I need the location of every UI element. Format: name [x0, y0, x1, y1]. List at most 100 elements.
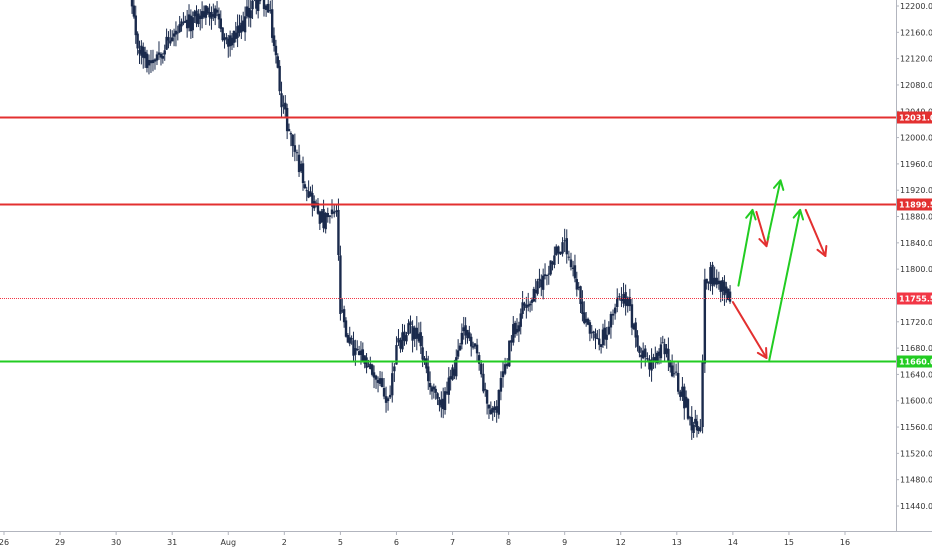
candle-body — [403, 331, 406, 341]
candle-body — [470, 336, 473, 347]
candle-body — [485, 390, 489, 404]
candle-body — [210, 11, 213, 19]
candle-body — [307, 191, 310, 198]
candle-body — [455, 357, 458, 377]
arrow-shaft[interactable] — [731, 301, 768, 359]
candle-body — [581, 301, 584, 314]
candle-body — [605, 334, 608, 340]
candle-body — [577, 286, 580, 289]
candle-body — [460, 332, 464, 345]
arrow-head — [745, 208, 757, 221]
candle-body — [293, 145, 297, 152]
candle-body — [663, 343, 666, 355]
candle-body — [311, 192, 314, 207]
candle-body — [225, 37, 228, 40]
candle-body — [417, 333, 421, 342]
candle-body — [508, 340, 511, 367]
candle-body — [726, 288, 730, 300]
candle-body — [697, 428, 700, 431]
candle-body — [594, 333, 597, 339]
candle-body — [451, 367, 454, 380]
candle-body — [151, 59, 155, 64]
candle-body — [395, 345, 398, 365]
arrow-shaft[interactable] — [737, 208, 754, 287]
candle-body — [512, 324, 515, 343]
arrow-shaft[interactable] — [755, 210, 768, 248]
x-tick-label: 13 — [672, 538, 682, 547]
candle-body — [692, 424, 695, 433]
candle-body — [677, 372, 680, 392]
candle-body — [684, 396, 688, 408]
candle-body — [291, 134, 294, 146]
arrow-shaft[interactable] — [766, 179, 782, 241]
candle-body — [324, 212, 327, 230]
candles-layer — [130, 0, 732, 440]
candle-body — [134, 15, 137, 36]
candle-body — [163, 50, 166, 55]
candle-body — [571, 267, 575, 269]
candle-body — [438, 399, 441, 406]
candle-body — [611, 313, 615, 316]
support-price-tag — [897, 355, 932, 368]
candle-body — [482, 373, 485, 392]
candle-body — [596, 337, 599, 339]
candle-body — [223, 37, 226, 41]
candle-body — [172, 33, 176, 37]
candle-body — [646, 357, 649, 360]
x-tick-label: 29 — [55, 538, 65, 547]
candle-body — [523, 303, 526, 306]
candle-body — [189, 15, 193, 32]
candle-body — [411, 326, 414, 341]
candle-body — [538, 278, 541, 281]
y-tick-label: 11600.0 — [900, 397, 932, 406]
candle-body — [487, 404, 491, 409]
resistance-2-price-tag — [897, 111, 932, 124]
candle-body — [657, 351, 661, 356]
candle-body — [240, 22, 243, 33]
candle-body — [513, 322, 517, 335]
candle-body — [699, 427, 702, 432]
arrow-head — [756, 346, 768, 359]
candle-body — [541, 275, 545, 290]
candle-body — [551, 262, 554, 265]
candle-body — [199, 15, 202, 19]
price-tags: 12031.0 11899.5 11755.5 11660.0 — [897, 111, 932, 368]
time-axis[interactable]: 26 29 30 31 Aug 2 5 6 7 8 9 12 13 14 15 16 — [0, 531, 850, 547]
candle-body — [247, 7, 251, 18]
candle-body — [174, 30, 178, 35]
candle-body — [274, 45, 278, 56]
candle-body — [282, 104, 285, 106]
candle-body — [330, 209, 334, 215]
candle-body — [363, 355, 366, 364]
arrow-shaft[interactable] — [804, 208, 827, 257]
candle-body — [423, 358, 426, 361]
candle-body — [270, 9, 274, 38]
candle-body — [153, 59, 157, 62]
candle-body — [601, 329, 605, 346]
candle-body — [243, 16, 247, 33]
candle-body — [376, 380, 380, 383]
arrow-shaft[interactable] — [768, 208, 802, 361]
candle-body — [695, 421, 699, 431]
candle-body — [386, 398, 390, 402]
candle-body — [441, 398, 445, 410]
y-tick-label: 11800.0 — [900, 265, 932, 274]
candle-body — [361, 349, 365, 363]
candle-body — [618, 296, 621, 298]
candle-body — [613, 307, 617, 314]
candle-body — [495, 406, 498, 413]
candle-body — [303, 184, 307, 189]
candle-body — [632, 324, 636, 330]
candle-body — [204, 5, 208, 18]
y-tick-label: 11440.0 — [900, 502, 932, 511]
y-tick-label: 12200.0 — [900, 2, 932, 11]
candle-body — [136, 33, 139, 49]
candle-body — [648, 359, 651, 370]
candle-body — [357, 351, 361, 356]
candle-body — [157, 52, 161, 55]
candle-body — [161, 56, 165, 59]
candle-body — [169, 40, 172, 44]
candle-body — [289, 133, 293, 135]
